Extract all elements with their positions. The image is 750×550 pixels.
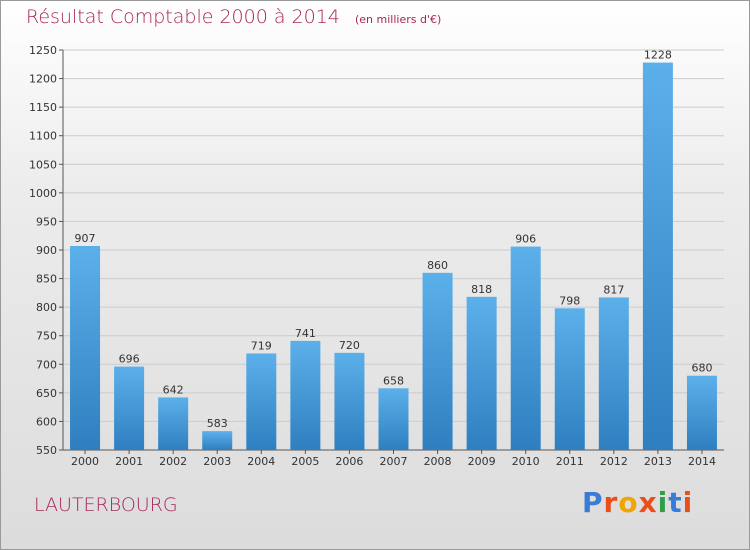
bar-2012: [598, 297, 629, 450]
y-tick-label: 1000: [29, 187, 57, 200]
bar-2011: [554, 308, 585, 450]
logo-letter: i: [682, 486, 694, 519]
x-tick-label: 2010: [512, 455, 540, 468]
y-tick-label: 1250: [29, 44, 57, 57]
x-tick-label: 2012: [600, 455, 628, 468]
logo-letter: P: [582, 486, 604, 519]
x-tick-label: 2013: [644, 455, 672, 468]
y-tick-label: 550: [36, 444, 57, 457]
data-label: 798: [559, 294, 580, 307]
bar-2000: [70, 246, 101, 450]
x-tick-label: 2011: [556, 455, 584, 468]
bar-2006: [334, 352, 365, 450]
logo-letter: x: [638, 486, 658, 519]
bar-2013: [642, 62, 673, 450]
bar-2010: [510, 246, 541, 450]
data-label: 719: [251, 339, 272, 352]
y-tick-label: 900: [36, 244, 57, 257]
data-label: 720: [339, 339, 360, 352]
bar-2002: [158, 397, 189, 450]
x-tick-label: 2002: [159, 455, 187, 468]
bars: [70, 62, 717, 450]
data-label: 818: [471, 283, 492, 296]
x-tick-label: 2003: [203, 455, 231, 468]
y-tick-label: 750: [36, 330, 57, 343]
x-tick-label: 2005: [291, 455, 319, 468]
y-tick-label: 1100: [29, 130, 57, 143]
proxiti-logo: Proxiti: [582, 486, 693, 519]
y-tick-label: 700: [36, 358, 57, 371]
data-label: 658: [383, 374, 404, 387]
chart-title-main: Résultat Comptable 2000 à 2014: [26, 6, 340, 28]
x-tick-label: 2001: [115, 455, 143, 468]
data-label: 1228: [644, 49, 672, 62]
y-tick-label: 650: [36, 387, 57, 400]
data-label: 860: [427, 259, 448, 272]
y-tick-label: 850: [36, 273, 57, 286]
logo-letter: r: [603, 486, 619, 519]
data-label: 696: [119, 353, 140, 366]
data-label: 642: [163, 383, 184, 396]
x-tick-label: 2009: [468, 455, 496, 468]
y-tick-label: 1050: [29, 158, 57, 171]
data-label: 680: [691, 362, 712, 375]
x-tick-label: 2007: [380, 455, 408, 468]
x-tick-label: 2000: [71, 455, 99, 468]
bar-2001: [114, 366, 145, 450]
x-tick-label: 2006: [335, 455, 363, 468]
bar-2007: [378, 388, 409, 450]
data-label: 741: [295, 327, 316, 340]
y-tick-label: 1150: [29, 101, 57, 114]
logo-letter: t: [668, 486, 683, 519]
bar-2003: [202, 431, 233, 450]
bar-2009: [466, 296, 497, 450]
logo-letter: i: [657, 486, 669, 519]
data-label: 907: [75, 232, 96, 245]
y-tick-label: 950: [36, 215, 57, 228]
y-tick-label: 800: [36, 301, 57, 314]
data-label: 906: [515, 233, 536, 246]
data-label: 817: [603, 283, 624, 296]
x-tick-label: 2004: [247, 455, 275, 468]
logo-letter: o: [618, 486, 639, 519]
y-tick-label: 600: [36, 415, 57, 428]
x-tick-label: 2014: [688, 455, 716, 468]
labels: 550 600 650 700 750 800 850 900 950 1000 1050 1100 1…: [29, 44, 716, 468]
city-name: LAUTERBOURG: [34, 494, 178, 516]
y-tick-label: 1200: [29, 73, 57, 86]
bar-2005: [290, 340, 321, 450]
bar-2008: [422, 272, 453, 450]
chart-title: Résultat Comptable 2000 à 2014 (en milli…: [26, 6, 441, 28]
data-label: 583: [207, 417, 228, 430]
bar-2004: [246, 353, 277, 450]
chart-subtitle: (en milliers d'€): [354, 13, 442, 26]
x-tick-label: 2008: [424, 455, 452, 468]
bar-2014: [686, 375, 717, 450]
